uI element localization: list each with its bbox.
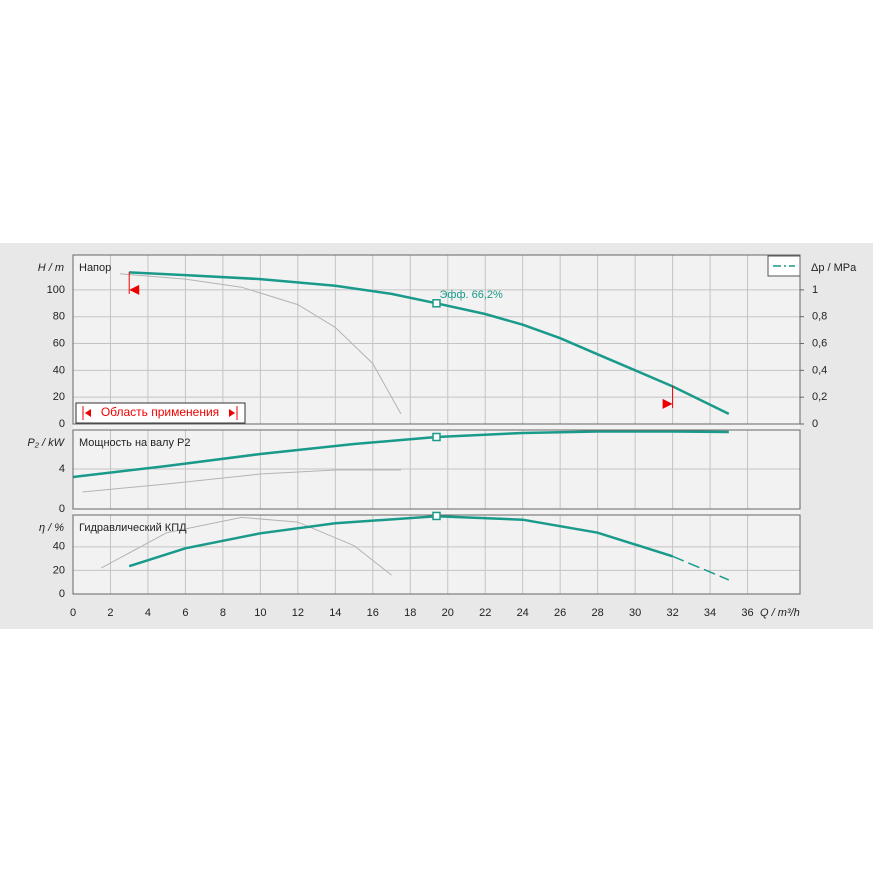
panel-label: Мощность на валу P2 — [79, 437, 191, 449]
operating-point — [432, 432, 441, 442]
y-tick-label: 60 — [53, 337, 65, 349]
curve — [119, 273, 402, 415]
x-tick-label: 26 — [554, 607, 566, 619]
x-tick-label: 10 — [254, 607, 266, 619]
y2-tick-label: 0 — [812, 418, 818, 430]
x-tick-label: 30 — [629, 607, 641, 619]
y-tick-label: 0 — [59, 418, 65, 430]
y-axis-label: η / % — [39, 522, 64, 534]
x-tick-label: 14 — [329, 607, 341, 619]
y-tick-label: 40 — [53, 541, 65, 553]
y2-tick-label: 0,2 — [812, 391, 827, 403]
y2-tick-label: 0,6 — [812, 337, 827, 349]
x-tick-label: 18 — [404, 607, 416, 619]
y-axis-label: P₂ / kW — [27, 437, 65, 449]
curve — [672, 555, 730, 581]
x-tick-label: 22 — [479, 607, 491, 619]
y-tick-label: 0 — [59, 503, 65, 515]
x-tick-label: 20 — [442, 607, 454, 619]
y2-axis-label: Δp / MPa — [811, 262, 857, 274]
x-tick-label: 12 — [292, 607, 304, 619]
curve — [128, 514, 673, 568]
y-tick-label: 4 — [59, 463, 65, 475]
x-axis-label: Q / m³/h — [760, 607, 800, 619]
x-tick-label: 16 — [367, 607, 379, 619]
panel-label: Напор — [79, 262, 111, 274]
y2-tick-label: 1 — [812, 284, 818, 296]
x-tick-label: 28 — [592, 607, 604, 619]
panel-label: Гидравлический КПД — [79, 522, 187, 534]
x-tick-label: 6 — [182, 607, 188, 619]
x-tick-label: 8 — [220, 607, 226, 619]
operating-point — [432, 299, 441, 308]
operating-point — [432, 511, 441, 521]
range-box — [75, 402, 246, 424]
curve — [129, 271, 730, 416]
x-tick-label: 32 — [666, 607, 678, 619]
x-tick-label: 36 — [741, 607, 753, 619]
y2-tick-label: 0,8 — [812, 311, 827, 323]
x-tick-label: 4 — [145, 607, 151, 619]
x-tick-label: 34 — [704, 607, 716, 619]
y-tick-label: 100 — [47, 284, 65, 296]
limit-marker — [662, 398, 673, 409]
operating-point-label: Эфф. 66,2% — [440, 289, 504, 301]
curve — [82, 469, 401, 493]
x-tick-label: 0 — [70, 607, 76, 619]
curve — [100, 516, 392, 576]
range-arrow — [229, 409, 235, 417]
y-tick-label: 20 — [53, 391, 65, 403]
x-tick-label: 2 — [107, 607, 113, 619]
y-tick-label: 20 — [53, 564, 65, 576]
y2-tick-label: 0,4 — [812, 364, 827, 376]
panel-frame — [72, 254, 801, 425]
limit-marker — [129, 284, 140, 295]
y-tick-label: 0 — [59, 588, 65, 600]
y-tick-label: 80 — [53, 311, 65, 323]
x-tick-label: 24 — [517, 607, 529, 619]
y-axis-label: H / m — [38, 262, 64, 274]
range-label: Область применения — [101, 405, 219, 419]
y-tick-label: 40 — [53, 364, 65, 376]
panel-frame — [72, 429, 801, 510]
range-arrow — [85, 409, 91, 417]
